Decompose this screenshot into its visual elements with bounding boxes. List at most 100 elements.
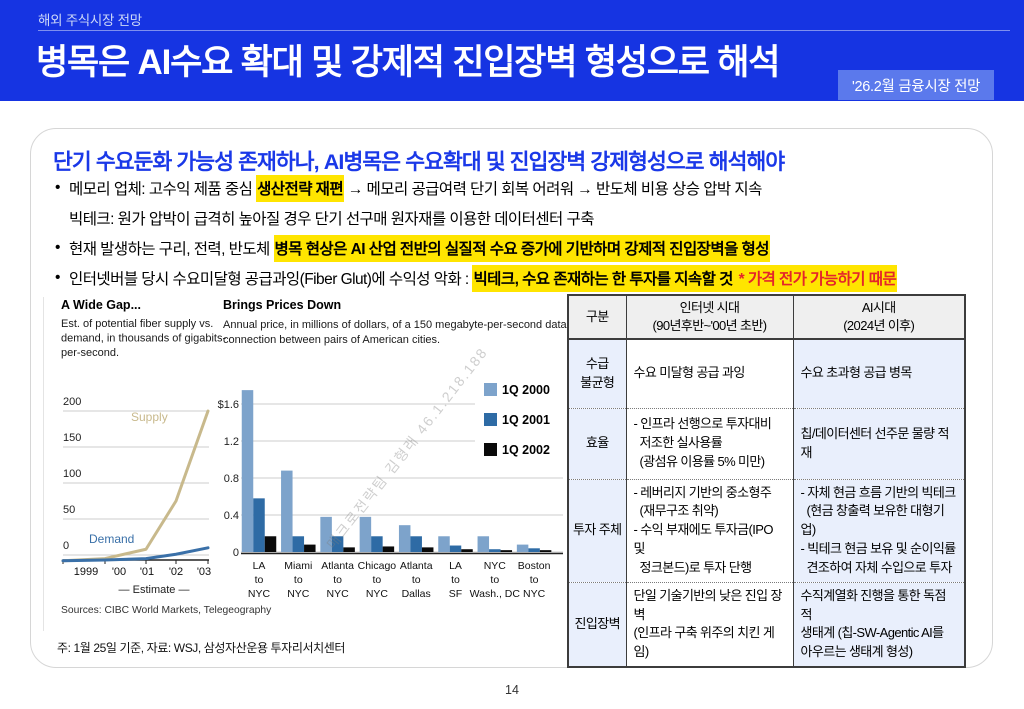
bar-segment [371, 536, 383, 552]
page-number: 14 [505, 683, 519, 697]
bar-segment [320, 516, 332, 552]
line-chart-subtitle: demand, in thousands of gigabits- [61, 333, 226, 345]
legend-swatch [484, 383, 497, 396]
x-category-label: SF [449, 588, 462, 600]
watermark: 매크로전략팀 김형래 46.1.218.188 [323, 344, 490, 552]
x-category-label: LA [253, 560, 266, 572]
bullet-marker: • [55, 239, 60, 256]
x-category-label: NYC [287, 588, 310, 600]
y-tick-label: 50 [63, 504, 75, 516]
bar-segment [398, 525, 411, 552]
bar-segment [241, 390, 254, 552]
bar-segment [343, 547, 355, 552]
x-category-label: NYC [523, 588, 546, 600]
bar-segment [489, 549, 501, 552]
x-category-label: NYC [484, 560, 507, 572]
y-tick-label: 0.4 [224, 510, 239, 522]
bullet-line: 빅테크: 원가 압박이 급격히 높아질 경우 단기 선구매 원자재를 이용한 데… [55, 203, 990, 233]
table-cell: 수급 불균형 [568, 339, 626, 408]
x-category-label: Dallas [402, 588, 431, 600]
slide-title: 병목은 AI수요 확대 및 강제적 진입장벽 형성으로 해석 [36, 43, 780, 82]
x-category-label: Atlanta [321, 560, 354, 572]
bar-segment [382, 546, 395, 552]
y-tick-label: 0 [63, 540, 69, 552]
x-category-label: to [255, 574, 264, 586]
bar-segment [461, 549, 473, 552]
bullet-line: • 현재 발생하는 구리, 전력, 반도체 병목 현상은 AI 산업 전반의 실질… [55, 233, 990, 263]
content-card: 단기 수요둔화 가능성 존재하나, AI병목은 수요확대 및 진입장벽 강제형성… [30, 128, 993, 669]
legend-label: 1Q 2002 [502, 443, 550, 457]
bar-segment [438, 536, 450, 552]
bar-chart-subtitle: connection between pairs of American cit… [223, 334, 440, 346]
y-tick-label: 0.8 [224, 473, 239, 485]
y-tick-label: 1.2 [224, 436, 239, 448]
x-category-label: NYC [327, 588, 350, 600]
x-category-label: Boston [518, 560, 551, 572]
bullet-text: * 가격 전가 가능하기 때문 [737, 264, 898, 292]
table-cell: 진입장벽 [568, 581, 626, 668]
table-header-cell: 인터넷 시대 (90년후반~'00년 초반) [625, 295, 793, 340]
table-cell: 수직계열화 진행을 통한 독점적 생태계 (칩-SW-Agentic AI를 아… [792, 581, 965, 668]
y-tick-label: 200 [63, 396, 81, 408]
bullet-marker: • [55, 269, 60, 286]
bar-segment [304, 544, 316, 552]
x-category-label: LA [449, 560, 462, 572]
demand-label: Demand [89, 532, 134, 546]
bar-segment [449, 545, 462, 552]
bar-segment [528, 548, 540, 552]
bullet-text: 현재 발생하는 구리, 전력, 반도체 [69, 241, 274, 258]
bar-chart-title: Brings Prices Down [223, 298, 341, 312]
supply-line [61, 409, 210, 563]
bullet-marker: • [55, 179, 60, 196]
y-tick-label: 150 [63, 432, 81, 444]
bar-segment [264, 536, 277, 552]
bar-segment [477, 536, 490, 552]
table-header-cell: AI시대 (2024년 이후) [792, 295, 965, 340]
x-category-label: Atlanta [400, 560, 433, 572]
footnote: 주: 1월 25일 기준, 자료: WSJ, 삼성자산운용 투자리서치센터 [57, 641, 346, 655]
table-header-cell: 구분 [568, 295, 626, 340]
estimate-label: — Estimate — [119, 584, 190, 596]
legend-label: 1Q 2001 [502, 413, 550, 427]
y-tick-label: 100 [63, 468, 81, 480]
supply-label: Supply [131, 410, 168, 424]
table-cell: 칩/데이터센터 선주문 물량 적재 [792, 407, 965, 479]
legend-swatch [484, 413, 497, 426]
x-tick-label: 1999 [74, 566, 98, 578]
x-category-label: Miami [284, 560, 312, 572]
header-banner: 해외 주식시장 전망 병목은 AI수요 확대 및 강제적 진입장벽 형성으로 해… [0, 0, 1024, 101]
x-category-label: to [412, 574, 421, 586]
bullet-text: 빅테크: 원가 압박이 급격히 높아질 경우 단기 선구매 원자재를 이용한 데… [69, 211, 594, 228]
bar-segment [539, 550, 552, 552]
x-category-label: to [451, 574, 460, 586]
bar-segment [500, 550, 513, 552]
bar-segment [421, 547, 434, 552]
x-category-label: Chicago [358, 560, 397, 572]
x-tick-label: '01 [140, 566, 154, 578]
table-cell: 단일 기술기반의 낮은 진입 장벽 (인프라 구축 위주의 치킨 게임) [625, 581, 793, 668]
x-category-label: Wash., DC [470, 588, 521, 600]
comparison-table: 구분 인터넷 시대 (90년후반~'00년 초반) AI시대 (2024년 이후) 수… [567, 294, 966, 669]
bullet-text: 빅테크, 수요 존재하는 한 투자를 지속할 것 [472, 264, 738, 292]
x-tick-label: '03 [197, 566, 211, 578]
chart-image-edge [43, 297, 44, 631]
table-cell: 수요 미달형 공급 과잉 [625, 339, 793, 408]
table-row: 진입장벽 단일 기술기반의 낮은 진입 장벽 (인프라 구축 위주의 치킨 게임)… [568, 581, 965, 668]
table-row: 효율 - 인프라 선행으로 투자대비 저조한 실사용률 (광섬유 이용률 5% 미… [568, 407, 965, 479]
bar-segment [281, 470, 293, 552]
bandwidth-price-bar-chart: Brings Prices Down Annual price, in milli… [218, 298, 568, 600]
y-tick-label: $1.6 [218, 399, 239, 411]
line-chart-subtitle: Est. of potential fiber supply vs. [61, 318, 213, 330]
y-tick-label: 0 [233, 547, 239, 559]
bar-segment [516, 544, 529, 552]
bullet-text: 병목 현상은 AI 산업 전반의 실질적 수요 증가에 기반하며 강제적 진입장… [273, 234, 770, 262]
bullet-text: 인터넷버블 당시 수요미달형 공급과잉(Fiber Glut)에 수익성 악화 … [69, 271, 473, 288]
x-tick-label: '02 [169, 566, 183, 578]
table-cell: - 자체 현금 흐름 기반의 빅테크 (현금 창출력 보유한 대형기업) - 빅… [792, 478, 965, 583]
eyebrow-title: 해외 주식시장 전망 [38, 13, 142, 28]
x-category-label: to [333, 574, 342, 586]
x-category-label: NYC [248, 588, 271, 600]
bar-segment [410, 536, 422, 552]
bullet-text: 메모리 업체: 고수익 제품 중심 [69, 181, 257, 198]
report-badge: '26.2월 금융시장 전망 [838, 70, 995, 100]
